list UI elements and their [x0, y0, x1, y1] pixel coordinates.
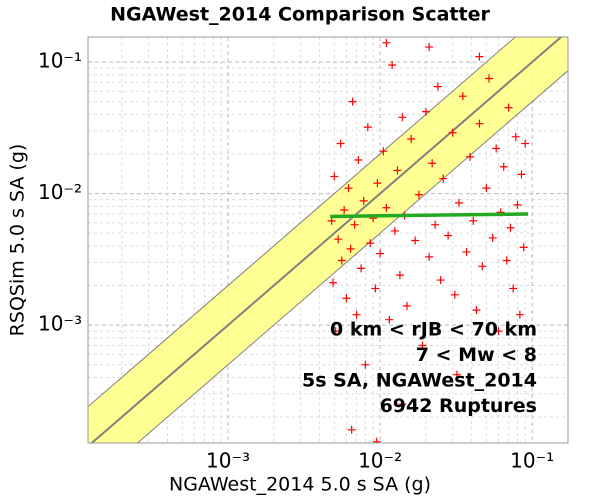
plot-area — [88, 37, 568, 443]
scatter-point — [458, 92, 467, 101]
x-tick-label: 10⁻¹ — [510, 449, 554, 473]
band-edge — [88, 37, 517, 408]
scatter-point — [344, 184, 353, 193]
reference-line — [90, 37, 563, 443]
scatter-point — [385, 315, 394, 324]
scatter-point — [521, 139, 530, 148]
fit-line — [330, 212, 529, 219]
scatter-point — [334, 235, 343, 244]
scatter-point — [452, 370, 461, 379]
scatter-point — [328, 278, 337, 287]
scatter-point — [348, 97, 357, 106]
scatter-point — [519, 243, 528, 252]
scatter-point — [402, 301, 411, 310]
scatter-point — [515, 310, 524, 319]
x-tick-label: 10⁻² — [358, 449, 402, 473]
scatter-point — [395, 271, 404, 280]
scatter-point — [478, 262, 487, 271]
scatter-point — [425, 43, 434, 52]
scatter-point — [465, 152, 474, 161]
scatter-point — [398, 113, 407, 122]
scatter-point — [511, 132, 520, 141]
scatter-point — [350, 220, 359, 229]
scatter-point — [337, 256, 346, 265]
scatter-point — [492, 144, 501, 153]
scatter-point — [431, 220, 440, 229]
scatter-point — [448, 128, 457, 137]
scatter-point — [331, 327, 340, 336]
scatter-point — [393, 166, 402, 175]
y-axis-label: RSQSim 5.0 s SA (g) — [7, 144, 29, 337]
plot-frame — [87, 36, 569, 444]
scatter-point — [336, 139, 345, 148]
scatter-point — [327, 216, 336, 225]
scatter-point — [502, 256, 511, 265]
scatter-point — [425, 252, 434, 261]
scatter-point — [499, 162, 508, 171]
scatter-point — [382, 38, 391, 47]
scatter-point — [439, 174, 448, 183]
annotation: 6942 Ruptures — [380, 395, 537, 417]
y-tick-label: 10⁻³ — [38, 312, 82, 336]
scatter-point — [454, 198, 463, 207]
scatter-point — [488, 233, 497, 242]
annotation: 7 < Mw < 8 — [416, 344, 537, 366]
chart-title: NGAWest_2014 Comparison Scatter — [110, 4, 490, 26]
scatter-point — [484, 74, 493, 83]
band-edge — [136, 70, 568, 443]
scatter-point — [373, 179, 382, 188]
scatter-point — [398, 400, 407, 409]
scatter-point — [342, 294, 351, 303]
scatter-point — [517, 170, 526, 179]
scatter-point — [421, 107, 430, 116]
scatter-point — [433, 82, 442, 91]
scatter-point — [379, 147, 388, 156]
annotation: 5s SA, NGAWest_2014 — [302, 370, 537, 392]
scatter-point — [506, 223, 515, 232]
scatter-point — [411, 236, 420, 245]
scatter-point — [361, 360, 370, 369]
y-tick-label: 10⁻¹ — [38, 49, 82, 73]
scatter-point — [418, 341, 427, 350]
x-axis-label: NGAWest_2014 5.0 s SA (g) — [169, 474, 431, 496]
annotation: 0 km < rJB < 70 km — [330, 319, 537, 341]
scatter-point — [436, 276, 445, 285]
scatter-point — [346, 244, 355, 253]
scatter-point — [366, 239, 375, 248]
scatter-point — [504, 103, 513, 112]
scatter-point — [372, 437, 381, 443]
scatter-point — [462, 247, 471, 256]
scatter-point — [371, 284, 380, 293]
scatter-point — [407, 134, 416, 143]
scatter-point — [376, 249, 385, 258]
y-tick-label: 10⁻² — [38, 180, 82, 204]
scatter-point — [390, 226, 399, 235]
scatter-point — [359, 196, 368, 205]
scatter-point — [513, 200, 522, 209]
scatter-point — [469, 216, 478, 225]
scatter-point — [494, 327, 503, 336]
scatter-point — [428, 159, 437, 168]
scatter-point — [450, 290, 459, 299]
scatter-point — [388, 60, 397, 69]
scatter-point — [330, 172, 339, 181]
scatter-point — [340, 206, 349, 215]
scatter-point — [414, 190, 423, 199]
x-tick-label: 10⁻³ — [206, 449, 250, 473]
scatter-point — [382, 203, 391, 212]
scatter-point — [363, 123, 372, 132]
scatter-point — [509, 284, 518, 293]
scatter-point — [352, 310, 361, 319]
scatter-point — [472, 306, 481, 315]
scatter-point — [444, 231, 453, 240]
scatter-point — [357, 264, 366, 273]
scatter-point — [354, 155, 363, 164]
scatter-point — [475, 119, 484, 128]
scatter-point — [482, 184, 491, 193]
scatter-point — [347, 425, 356, 434]
scatter-point — [475, 52, 484, 61]
